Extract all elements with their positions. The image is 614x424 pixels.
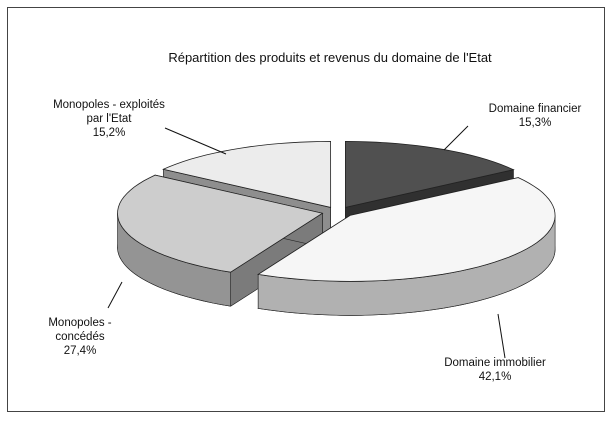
value-label: 15,3%	[518, 117, 552, 129]
value-label: 27,4%	[63, 345, 97, 357]
leader-line	[164, 127, 227, 155]
slice-label: Domaine financier 15,3%	[470, 102, 600, 130]
value-label: 42,1%	[478, 371, 512, 383]
leader-line	[443, 125, 469, 151]
slice-label: Monopoles - concédés 27,4%	[40, 316, 120, 358]
pie-slice	[117, 174, 324, 307]
leader-line	[497, 313, 506, 359]
slice-top	[257, 177, 556, 282]
slice-label: Domaine immobilier 42,1%	[430, 356, 560, 384]
slice-top	[162, 140, 332, 208]
value-label: 15,2%	[92, 127, 126, 139]
slice-top	[344, 140, 515, 208]
pie-slice	[257, 177, 556, 316]
slice-top	[117, 174, 324, 273]
leader-line	[107, 281, 123, 309]
category-label: Monopoles - exploités par l'Etat	[53, 99, 165, 125]
chart-title: Répartition des produits et revenus du d…	[168, 50, 492, 65]
category-label: Monopoles - concédés	[48, 317, 112, 343]
category-label: Domaine immobilier	[444, 357, 546, 369]
slice-label: Monopoles - exploités par l'Etat 15,2%	[50, 98, 168, 140]
category-label: Domaine financier	[488, 103, 582, 115]
